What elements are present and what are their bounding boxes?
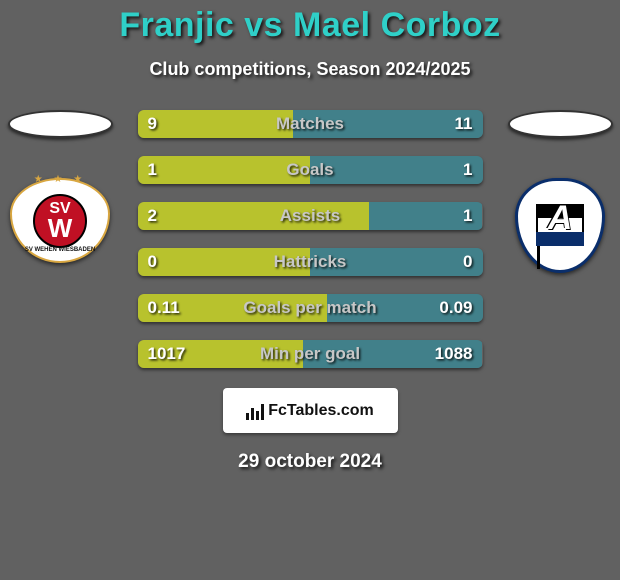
stat-label: Assists [280,206,340,226]
bars-icon [246,402,264,420]
nationality-ellipse-left [8,110,113,138]
badge-text-w: W [48,217,73,240]
vs-text: vs [234,6,293,44]
stat-row: Hattricks 0 0 [138,248,483,276]
stat-label: Hattricks [274,252,347,272]
badge-inner-circle: SV W [33,194,87,248]
stat-value-left: 2 [148,206,157,226]
right-player-column: A [500,110,620,273]
subtitle: Club competitions, Season 2024/2025 [0,59,620,80]
stat-bar-left [138,110,293,138]
stat-value-right: 0.09 [439,298,472,318]
stage: ★ ★ ★ SV W SV WEHEN WIESBADEN [0,110,620,368]
nationality-ellipse-right [508,110,613,138]
stat-row: Goals per match 0.11 0.09 [138,294,483,322]
stat-value-left: 0.11 [148,298,180,318]
stat-row: Matches 9 11 [138,110,483,138]
stat-value-right: 0 [463,252,472,272]
arminia-bielefeld-badge-icon: A [515,178,605,273]
stat-row: Min per goal 1017 1088 [138,340,483,368]
date-text: 29 october 2024 [0,451,620,473]
player-left-name: Franjic [119,6,234,44]
stat-value-right: 1 [463,160,472,180]
bar-icon [256,411,259,420]
stat-label: Matches [276,114,344,134]
left-player-column: ★ ★ ★ SV W SV WEHEN WIESBADEN [0,110,120,263]
stat-rows: Matches911Goals11Assists21Hattricks00Goa… [138,110,483,368]
badge-ribbon-text: SV WEHEN WIESBADEN [25,247,95,253]
stat-label: Goals [286,160,333,180]
title: Franjic vs Mael Corboz [0,0,620,45]
comparison-widget: Franjic vs Mael Corboz Club competitions… [0,0,620,580]
player-right-name: Mael Corboz [293,6,501,44]
stat-bar-left [138,156,311,184]
stat-bar-right [310,156,483,184]
stat-label: Min per goal [260,344,360,364]
stat-value-right: 1 [463,206,472,226]
stat-value-left: 1 [148,160,157,180]
attribution-text: FcTables.com [268,402,374,420]
badge-letter-a: A [548,199,573,238]
wehen-wiesbaden-badge-icon: ★ ★ ★ SV W SV WEHEN WIESBADEN [10,178,110,263]
club-logo-left: ★ ★ ★ SV W SV WEHEN WIESBADEN [10,178,110,263]
stat-value-right: 11 [455,114,473,134]
stat-row: Assists 2 1 [138,202,483,230]
bar-icon [251,408,254,420]
bar-icon [261,404,264,420]
stat-value-left: 0 [148,252,157,272]
bar-icon [246,413,249,420]
attribution-badge[interactable]: FcTables.com [223,388,398,433]
badge-stars-icon: ★ ★ ★ [12,174,108,185]
club-logo-right: A [515,178,605,273]
stat-value-right: 1088 [435,344,473,364]
stat-value-left: 1017 [148,344,186,364]
stat-value-left: 9 [148,114,157,134]
stat-label: Goals per match [243,298,376,318]
stat-row: Goals 1 1 [138,156,483,184]
